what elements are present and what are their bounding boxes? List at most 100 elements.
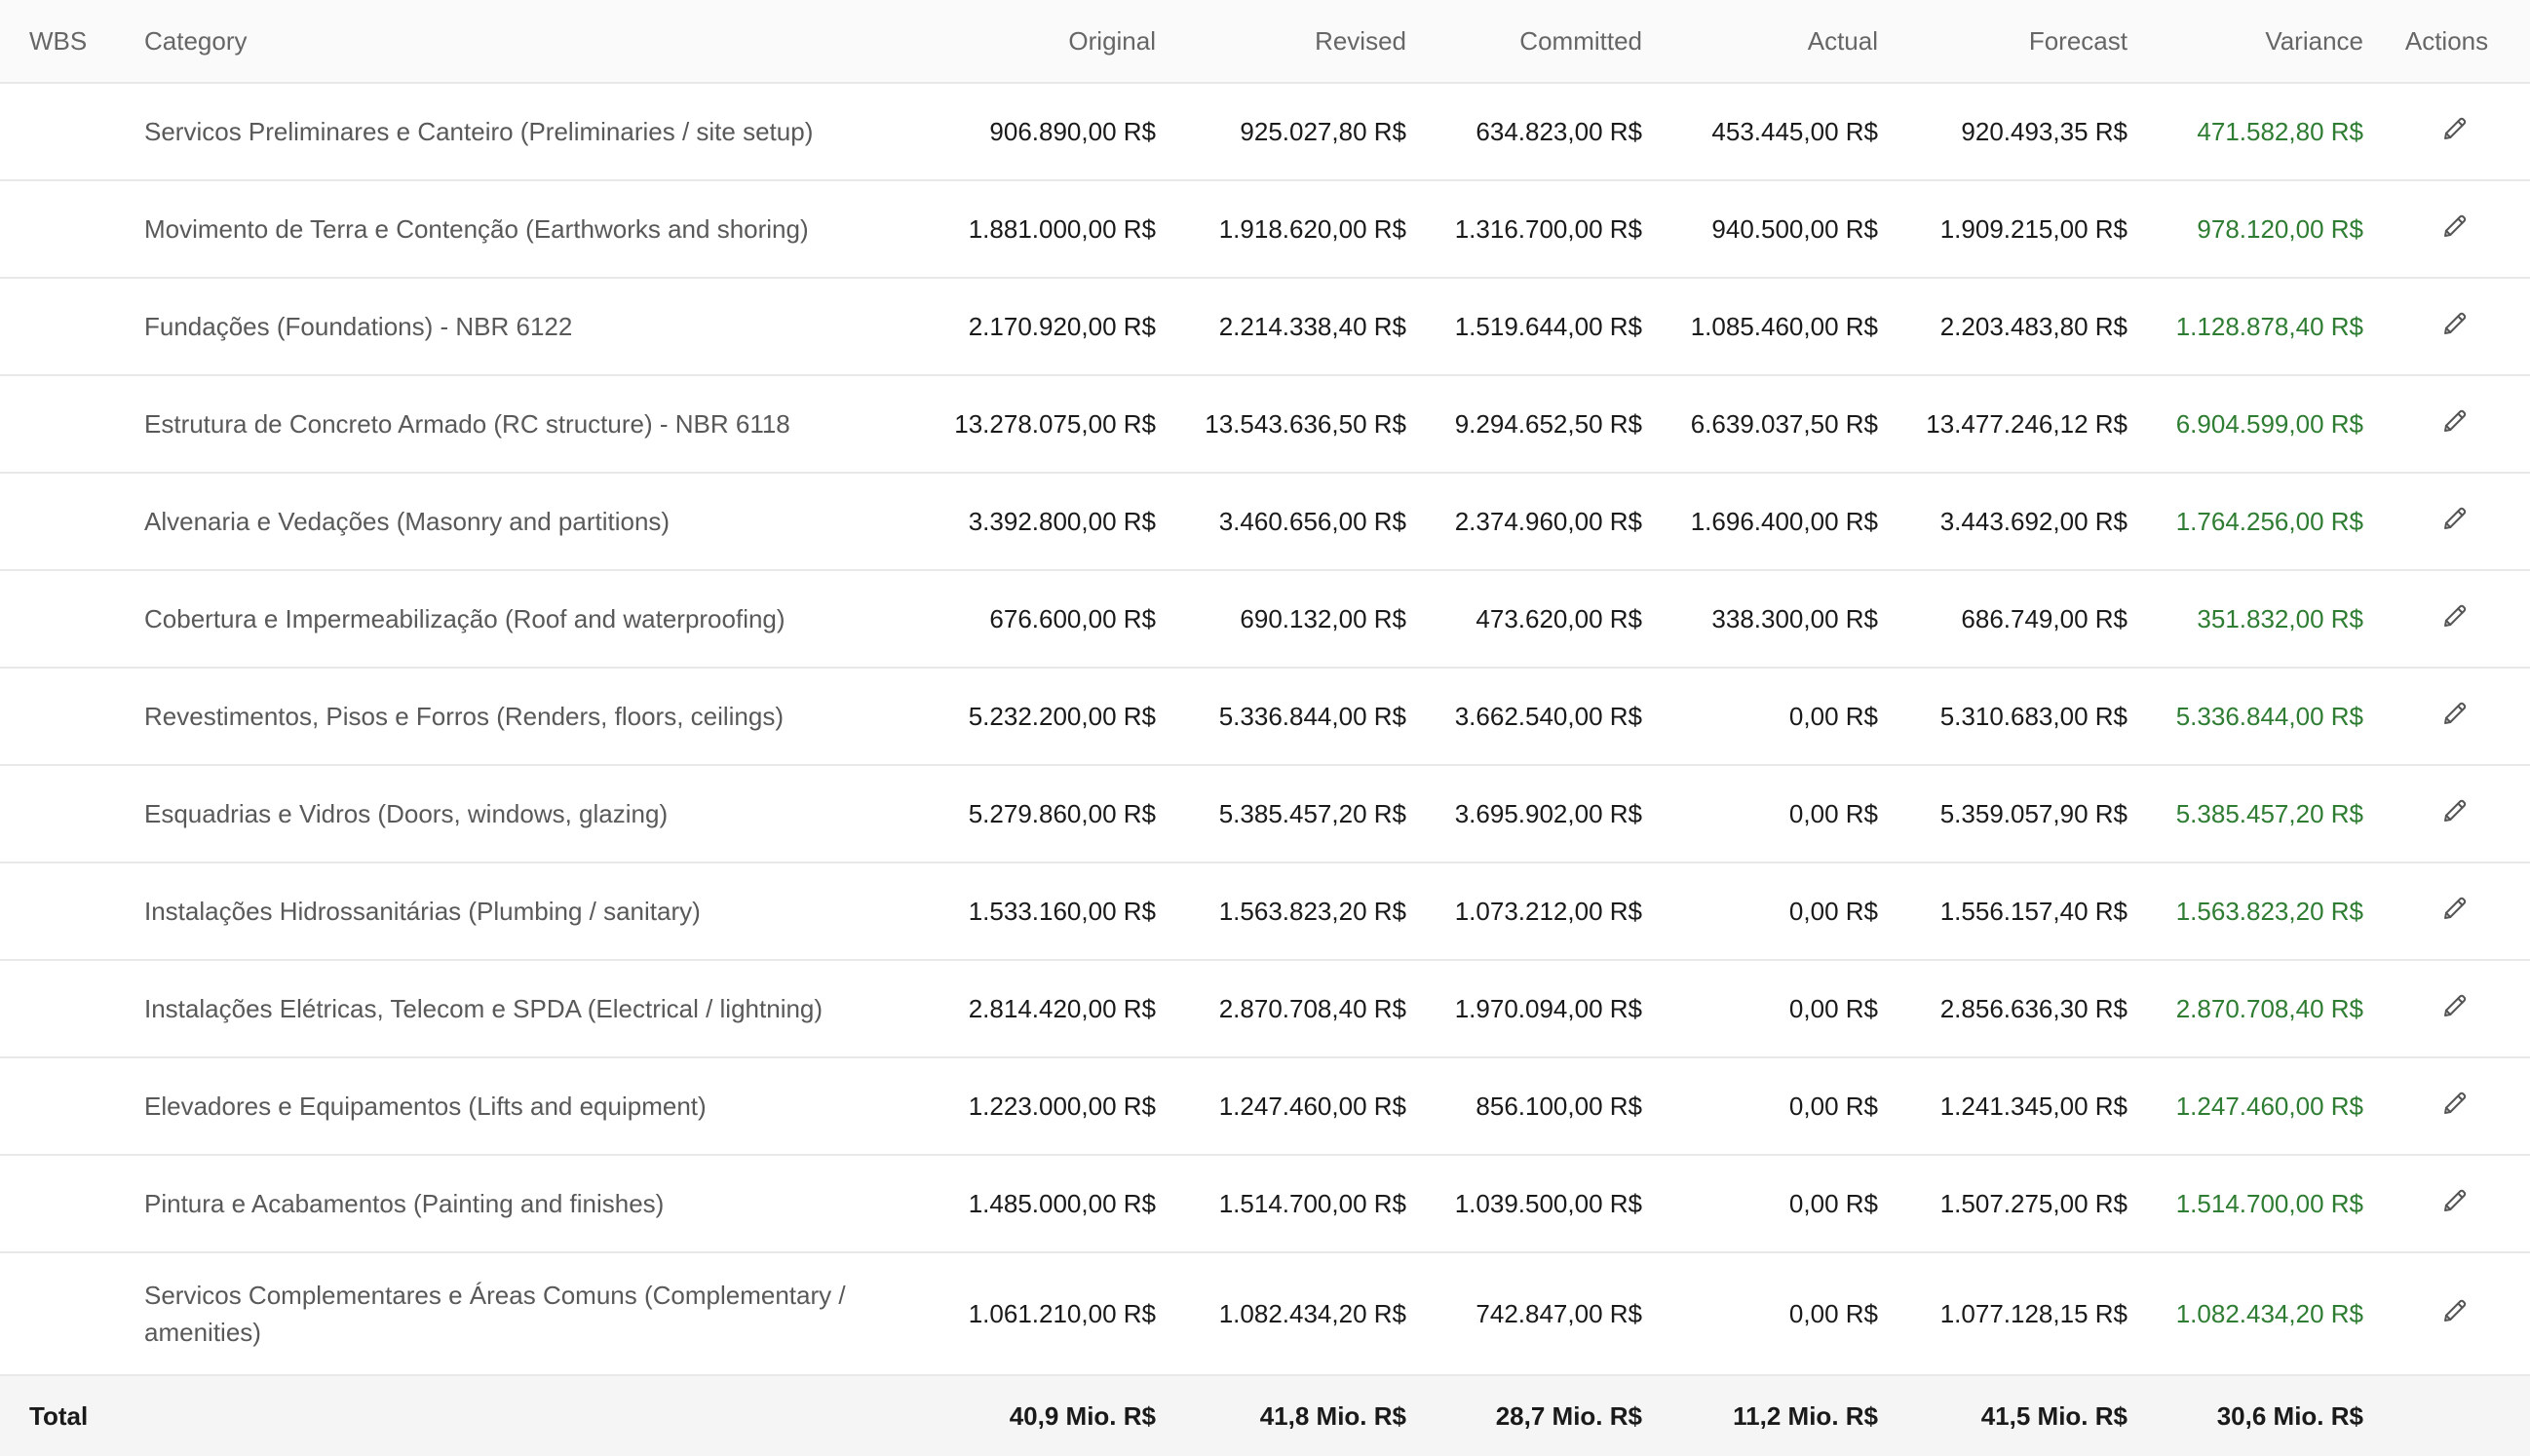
table-row[interactable]: Instalações Hidrossanitárias (Plumbing /… <box>0 862 2530 961</box>
table-row[interactable]: Servicos Complementares e Áreas Comuns (… <box>0 1252 2530 1376</box>
revised-cell: 2.870.708,40 R$ <box>1156 960 1406 1058</box>
table-row[interactable]: Revestimentos, Pisos e Forros (Renders, … <box>0 668 2530 766</box>
table-row[interactable]: Esquadrias e Vidros (Doors, windows, gla… <box>0 765 2530 863</box>
column-header-variance[interactable]: Variance <box>2128 0 2363 84</box>
revised-cell: 1.082.434,20 R$ <box>1156 1252 1406 1376</box>
edit-button[interactable] <box>2434 1085 2476 1128</box>
revised-cell: 925.027,80 R$ <box>1156 83 1406 181</box>
wbs-cell <box>0 1252 144 1376</box>
actual-cell: 0,00 R$ <box>1642 960 1878 1058</box>
pencil-icon <box>2440 1186 2470 1222</box>
original-cell: 906.890,00 R$ <box>897 83 1156 181</box>
actions-cell <box>2363 1252 2530 1376</box>
column-header-category[interactable]: Category <box>144 0 897 84</box>
forecast-cell: 1.241.345,00 R$ <box>1878 1057 2128 1156</box>
edit-button[interactable] <box>2434 1292 2476 1335</box>
table-row[interactable]: Instalações Elétricas, Telecom e SPDA (E… <box>0 960 2530 1058</box>
edit-button[interactable] <box>2434 1182 2476 1225</box>
edit-button[interactable] <box>2434 987 2476 1030</box>
variance-cell: 2.870.708,40 R$ <box>2128 960 2363 1058</box>
column-header-forecast[interactable]: Forecast <box>1878 0 2128 84</box>
forecast-cell: 2.203.483,80 R$ <box>1878 278 2128 376</box>
actual-cell: 0,00 R$ <box>1642 668 1878 766</box>
actual-cell: 1.085.460,00 R$ <box>1642 278 1878 376</box>
edit-button[interactable] <box>2434 402 2476 445</box>
original-cell: 1.881.000,00 R$ <box>897 180 1156 279</box>
variance-cell: 1.082.434,20 R$ <box>2128 1252 2363 1376</box>
actual-cell: 1.696.400,00 R$ <box>1642 473 1878 571</box>
actual-cell: 940.500,00 R$ <box>1642 180 1878 279</box>
original-cell: 5.279.860,00 R$ <box>897 765 1156 863</box>
column-header-revised[interactable]: Revised <box>1156 0 1406 84</box>
variance-cell: 6.904.599,00 R$ <box>2128 375 2363 474</box>
column-header-committed[interactable]: Committed <box>1406 0 1642 84</box>
forecast-cell: 920.493,35 R$ <box>1878 83 2128 181</box>
original-cell: 1.223.000,00 R$ <box>897 1057 1156 1156</box>
category-cell: Pintura e Acabamentos (Painting and fini… <box>144 1155 897 1253</box>
column-header-wbs[interactable]: WBS <box>0 0 144 84</box>
category-cell: Esquadrias e Vidros (Doors, windows, gla… <box>144 765 897 863</box>
table-row[interactable]: Elevadores e Equipamentos (Lifts and equ… <box>0 1057 2530 1156</box>
wbs-cell <box>0 180 144 279</box>
pencil-icon <box>2440 991 2470 1027</box>
category-cell: Instalações Hidrossanitárias (Plumbing /… <box>144 862 897 961</box>
actual-cell: 0,00 R$ <box>1642 765 1878 863</box>
table-row[interactable]: Cobertura e Impermeabilização (Roof and … <box>0 570 2530 669</box>
variance-cell: 1.764.256,00 R$ <box>2128 473 2363 571</box>
edit-button[interactable] <box>2434 110 2476 153</box>
table-row[interactable]: Servicos Preliminares e Canteiro (Prelim… <box>0 83 2530 181</box>
edit-button[interactable] <box>2434 500 2476 543</box>
total-forecast: 41,5 Mio. R$ <box>1878 1374 2128 1456</box>
committed-cell: 3.695.902,00 R$ <box>1406 765 1642 863</box>
variance-cell: 978.120,00 R$ <box>2128 180 2363 279</box>
actions-cell <box>2363 83 2530 181</box>
table-row[interactable]: Movimento de Terra e Contenção (Earthwor… <box>0 180 2530 279</box>
variance-cell: 471.582,80 R$ <box>2128 83 2363 181</box>
revised-cell: 690.132,00 R$ <box>1156 570 1406 669</box>
forecast-cell: 1.077.128,15 R$ <box>1878 1252 2128 1376</box>
total-label: Total <box>0 1374 144 1456</box>
forecast-cell: 3.443.692,00 R$ <box>1878 473 2128 571</box>
revised-cell: 3.460.656,00 R$ <box>1156 473 1406 571</box>
pencil-icon <box>2440 309 2470 345</box>
original-cell: 1.533.160,00 R$ <box>897 862 1156 961</box>
variance-cell: 1.514.700,00 R$ <box>2128 1155 2363 1253</box>
column-header-original[interactable]: Original <box>897 0 1156 84</box>
edit-button[interactable] <box>2434 792 2476 835</box>
table-row[interactable]: Alvenaria e Vedações (Masonry and partit… <box>0 473 2530 571</box>
wbs-cell <box>0 83 144 181</box>
committed-cell: 2.374.960,00 R$ <box>1406 473 1642 571</box>
table-row[interactable]: Estrutura de Concreto Armado (RC structu… <box>0 375 2530 474</box>
committed-cell: 742.847,00 R$ <box>1406 1252 1642 1376</box>
actions-cell <box>2363 1057 2530 1156</box>
wbs-cell <box>0 862 144 961</box>
column-header-actual[interactable]: Actual <box>1642 0 1878 84</box>
actions-cell <box>2363 180 2530 279</box>
committed-cell: 1.316.700,00 R$ <box>1406 180 1642 279</box>
original-cell: 2.170.920,00 R$ <box>897 278 1156 376</box>
edit-button[interactable] <box>2434 695 2476 738</box>
actions-cell <box>2363 570 2530 669</box>
table-row[interactable]: Fundações (Foundations) - NBR 6122 2.170.… <box>0 278 2530 376</box>
total-variance: 30,6 Mio. R$ <box>2128 1374 2363 1456</box>
actual-cell: 0,00 R$ <box>1642 1155 1878 1253</box>
revised-cell: 5.385.457,20 R$ <box>1156 765 1406 863</box>
edit-button[interactable] <box>2434 208 2476 250</box>
committed-cell: 473.620,00 R$ <box>1406 570 1642 669</box>
table-row[interactable]: Pintura e Acabamentos (Painting and fini… <box>0 1155 2530 1253</box>
variance-cell: 351.832,00 R$ <box>2128 570 2363 669</box>
category-cell: Fundações (Foundations) - NBR 6122 <box>144 278 897 376</box>
wbs-cell <box>0 1155 144 1253</box>
edit-button[interactable] <box>2434 597 2476 640</box>
edit-button[interactable] <box>2434 305 2476 348</box>
variance-cell: 5.385.457,20 R$ <box>2128 765 2363 863</box>
pencil-icon <box>2440 894 2470 930</box>
total-row: Total 40,9 Mio. R$ 41,8 Mio. R$ 28,7 Mio… <box>0 1374 2530 1456</box>
category-cell: Instalações Elétricas, Telecom e SPDA (E… <box>144 960 897 1058</box>
wbs-cell <box>0 375 144 474</box>
edit-button[interactable] <box>2434 890 2476 933</box>
original-cell: 676.600,00 R$ <box>897 570 1156 669</box>
actions-cell <box>2363 668 2530 766</box>
variance-cell: 1.563.823,20 R$ <box>2128 862 2363 961</box>
